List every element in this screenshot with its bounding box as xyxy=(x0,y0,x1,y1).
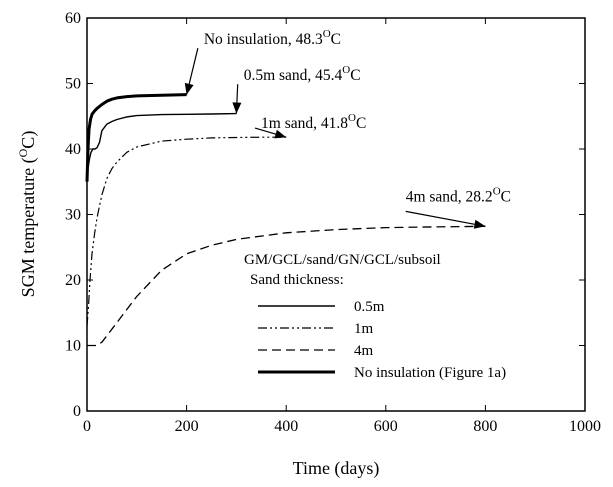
annotation-arrowhead-0 xyxy=(184,82,194,95)
plot-series xyxy=(85,93,486,347)
annotation-arrowhead-2 xyxy=(274,129,287,139)
annotation-text-3: 4m sand, 28.2 xyxy=(406,188,493,205)
annotation-arrow-3 xyxy=(405,210,486,227)
legend-entry-1: 1m xyxy=(354,321,374,337)
annotation-text-2: 1m sand, 41.8 xyxy=(261,115,348,132)
legend: GM/GCL/sand/GN/GCL/subsoil Sand thicknes… xyxy=(244,252,506,381)
y-axis-label-main: SGM temperature ( xyxy=(18,157,39,297)
annotation-sup-3: O xyxy=(493,185,501,197)
y-tick-label-5: 50 xyxy=(65,76,81,93)
annotation-text-0: No insulation, 48.3 xyxy=(204,31,323,48)
y-tick-label-2: 20 xyxy=(65,272,81,289)
x-axis-label: Time (days) xyxy=(293,458,380,479)
y-tick-label-3: 30 xyxy=(65,207,81,224)
x-tick-label-2: 400 xyxy=(274,418,298,435)
y-tick-label-6: 60 xyxy=(65,10,81,27)
annotation-label-0: No insulation, 48.3OC xyxy=(204,28,341,48)
annotation-unit-1: C xyxy=(350,67,360,84)
annotation-sup-0: O xyxy=(323,28,331,40)
legend-title-line1: GM/GCL/sand/GN/GCL/subsoil xyxy=(244,252,441,268)
legend-entry-3: No insulation (Figure 1a) xyxy=(354,365,506,381)
annotation-label-1: 0.5m sand, 45.4OC xyxy=(244,64,361,84)
x-tick-label-1: 200 xyxy=(175,418,199,435)
x-tick-label-3: 600 xyxy=(374,418,398,435)
legend-entry-2: 4m xyxy=(354,343,374,359)
series-line-3 xyxy=(85,93,187,182)
annotation-unit-0: C xyxy=(331,31,341,48)
x-tick-label-4: 800 xyxy=(473,418,497,435)
series-line-2 xyxy=(87,225,486,347)
y-axis-label-unit: C) xyxy=(18,131,39,149)
annotation-text-1: 0.5m sand, 45.4 xyxy=(244,67,343,84)
legend-entry-0: 0.5m xyxy=(354,299,385,315)
annotation-label-3: 4m sand, 28.2OC xyxy=(406,185,511,205)
annotation-unit-3: C xyxy=(501,188,511,205)
annotation-sup-1: O xyxy=(342,64,350,76)
axis-ticks: 0 200 400 600 800 1000 0 10 20 30 40 50 60 xyxy=(65,10,601,435)
x-tick-label-5: 1000 xyxy=(569,418,601,435)
y-axis-label: SGM temperature (OC) xyxy=(16,131,39,298)
series-line-0 xyxy=(86,112,237,182)
y-axis-label-sup: O xyxy=(16,148,30,157)
y-tick-label-0: 0 xyxy=(73,403,81,420)
annotation-arrowhead-3 xyxy=(473,219,486,229)
annotation-label-2: 1m sand, 41.8OC xyxy=(261,112,366,132)
annotation-unit-2: C xyxy=(356,115,366,132)
series-line-1 xyxy=(86,136,287,326)
y-tick-label-1: 10 xyxy=(65,338,81,355)
y-tick-label-4: 40 xyxy=(65,141,81,158)
legend-title-line2: Sand thickness: xyxy=(250,272,344,288)
annotation-sup-2: O xyxy=(348,112,356,124)
annotation-arrowhead-1 xyxy=(232,102,242,114)
x-tick-label-0: 0 xyxy=(83,418,91,435)
